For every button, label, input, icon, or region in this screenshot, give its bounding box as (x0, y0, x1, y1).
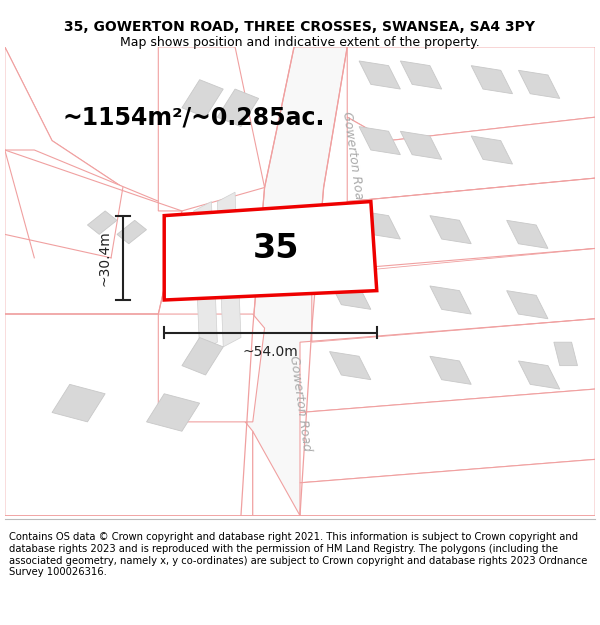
Polygon shape (359, 126, 400, 154)
Polygon shape (400, 131, 442, 159)
Polygon shape (506, 220, 548, 248)
Polygon shape (359, 61, 400, 89)
Text: ~30.4m: ~30.4m (97, 230, 111, 286)
Polygon shape (253, 431, 595, 516)
Polygon shape (430, 216, 471, 244)
Polygon shape (329, 351, 371, 379)
Polygon shape (329, 281, 371, 309)
Polygon shape (5, 47, 123, 258)
Polygon shape (430, 356, 471, 384)
Polygon shape (5, 47, 123, 258)
Polygon shape (88, 211, 117, 234)
Polygon shape (146, 394, 200, 431)
Polygon shape (312, 248, 595, 342)
Polygon shape (471, 66, 512, 94)
Polygon shape (300, 319, 595, 412)
Text: Gowerton Road: Gowerton Road (340, 111, 366, 208)
Text: ~1154m²/~0.285ac.: ~1154m²/~0.285ac. (62, 105, 325, 129)
Polygon shape (217, 89, 259, 126)
Polygon shape (347, 118, 595, 201)
Polygon shape (164, 201, 377, 300)
Polygon shape (158, 47, 265, 211)
Text: 35, GOWERTON ROAD, THREE CROSSES, SWANSEA, SA4 3PY: 35, GOWERTON ROAD, THREE CROSSES, SWANSE… (65, 20, 536, 34)
Polygon shape (430, 286, 471, 314)
Polygon shape (117, 220, 146, 244)
Polygon shape (471, 136, 512, 164)
Text: 35: 35 (253, 232, 299, 265)
Polygon shape (518, 70, 560, 98)
Polygon shape (182, 338, 223, 375)
Polygon shape (5, 314, 253, 516)
Polygon shape (359, 211, 400, 239)
Polygon shape (506, 291, 548, 319)
Polygon shape (182, 79, 223, 118)
Text: ~54.0m: ~54.0m (242, 344, 298, 359)
Polygon shape (300, 389, 595, 482)
Polygon shape (217, 192, 241, 347)
Polygon shape (158, 314, 265, 422)
Polygon shape (400, 61, 442, 89)
Text: Contains OS data © Crown copyright and database right 2021. This information is : Contains OS data © Crown copyright and d… (9, 532, 587, 578)
Text: Map shows position and indicative extent of the property.: Map shows position and indicative extent… (120, 36, 480, 49)
Polygon shape (52, 384, 105, 422)
Text: Gowerton Road: Gowerton Road (287, 354, 313, 452)
Polygon shape (5, 150, 182, 314)
Polygon shape (518, 361, 560, 389)
Polygon shape (194, 201, 217, 351)
Polygon shape (554, 342, 577, 366)
Polygon shape (241, 47, 347, 516)
Polygon shape (347, 178, 595, 272)
Polygon shape (347, 47, 595, 141)
